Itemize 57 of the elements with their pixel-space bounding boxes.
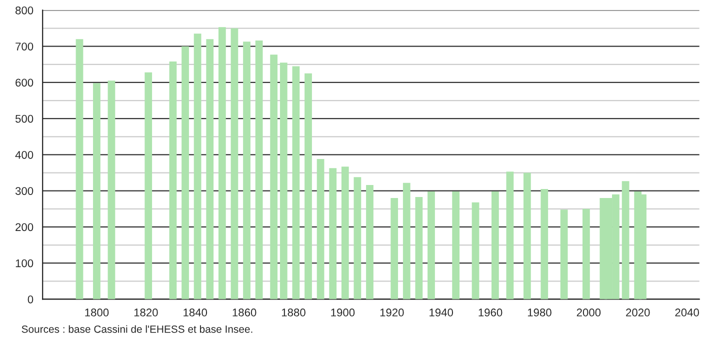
bar	[292, 66, 300, 300]
bar	[560, 210, 568, 300]
bar	[341, 166, 349, 300]
x-tick-label: 1980	[528, 308, 552, 316]
bar	[93, 83, 100, 300]
y-tick-label: 700	[16, 42, 34, 50]
y-tick-label: 300	[15, 187, 34, 195]
x-tick-label: 1820	[134, 308, 158, 316]
bar	[76, 39, 84, 300]
bar	[182, 46, 189, 300]
bar	[194, 34, 202, 300]
x-tick-label: 1860	[232, 308, 256, 316]
bar	[329, 168, 337, 300]
bar	[622, 181, 630, 300]
bar	[492, 192, 499, 300]
x-tick-label: 1880	[282, 308, 306, 316]
bar	[255, 40, 263, 300]
bar	[243, 42, 250, 300]
y-tick-label: 100	[16, 259, 34, 268]
x-tick-label: 2020	[626, 308, 650, 316]
x-tick-label: 1920	[380, 308, 404, 316]
x-tick-label: 1960	[478, 308, 502, 316]
bar	[452, 192, 460, 300]
bar	[390, 198, 398, 300]
bar	[144, 72, 152, 300]
bar	[523, 172, 531, 300]
bar	[280, 62, 288, 300]
x-tick-label: 2000	[576, 308, 601, 316]
bar	[428, 192, 435, 300]
y-tick-label: 500	[15, 114, 34, 123]
bar	[218, 27, 226, 300]
bar	[366, 185, 374, 300]
x-tick-label: 1940	[430, 308, 454, 316]
x-tick-label: 1900	[331, 308, 355, 316]
source-note: Sources : base Cassini de l'EHESS et base Insee.	[22, 325, 252, 333]
bar	[582, 208, 590, 300]
bar	[316, 159, 324, 300]
x-tick-label: 2040	[675, 308, 699, 316]
y-tick-label: 200	[16, 223, 34, 232]
x-tick-label: 1840	[184, 308, 208, 316]
bar	[506, 172, 514, 300]
bar	[354, 177, 362, 300]
bar	[472, 202, 480, 300]
bar	[206, 39, 214, 300]
bar	[270, 54, 278, 300]
y-tick-label: 400	[15, 150, 34, 159]
bar	[540, 189, 548, 300]
y-tick-label: 0	[28, 295, 34, 304]
bar	[108, 80, 116, 300]
y-tick-label: 600	[16, 78, 34, 87]
bar	[402, 182, 410, 300]
x-tick-label: 1800	[85, 308, 109, 316]
bar	[230, 28, 238, 300]
bar	[415, 196, 423, 300]
y-tick-label: 800	[16, 6, 34, 14]
bar	[304, 73, 312, 300]
bar	[169, 62, 177, 300]
